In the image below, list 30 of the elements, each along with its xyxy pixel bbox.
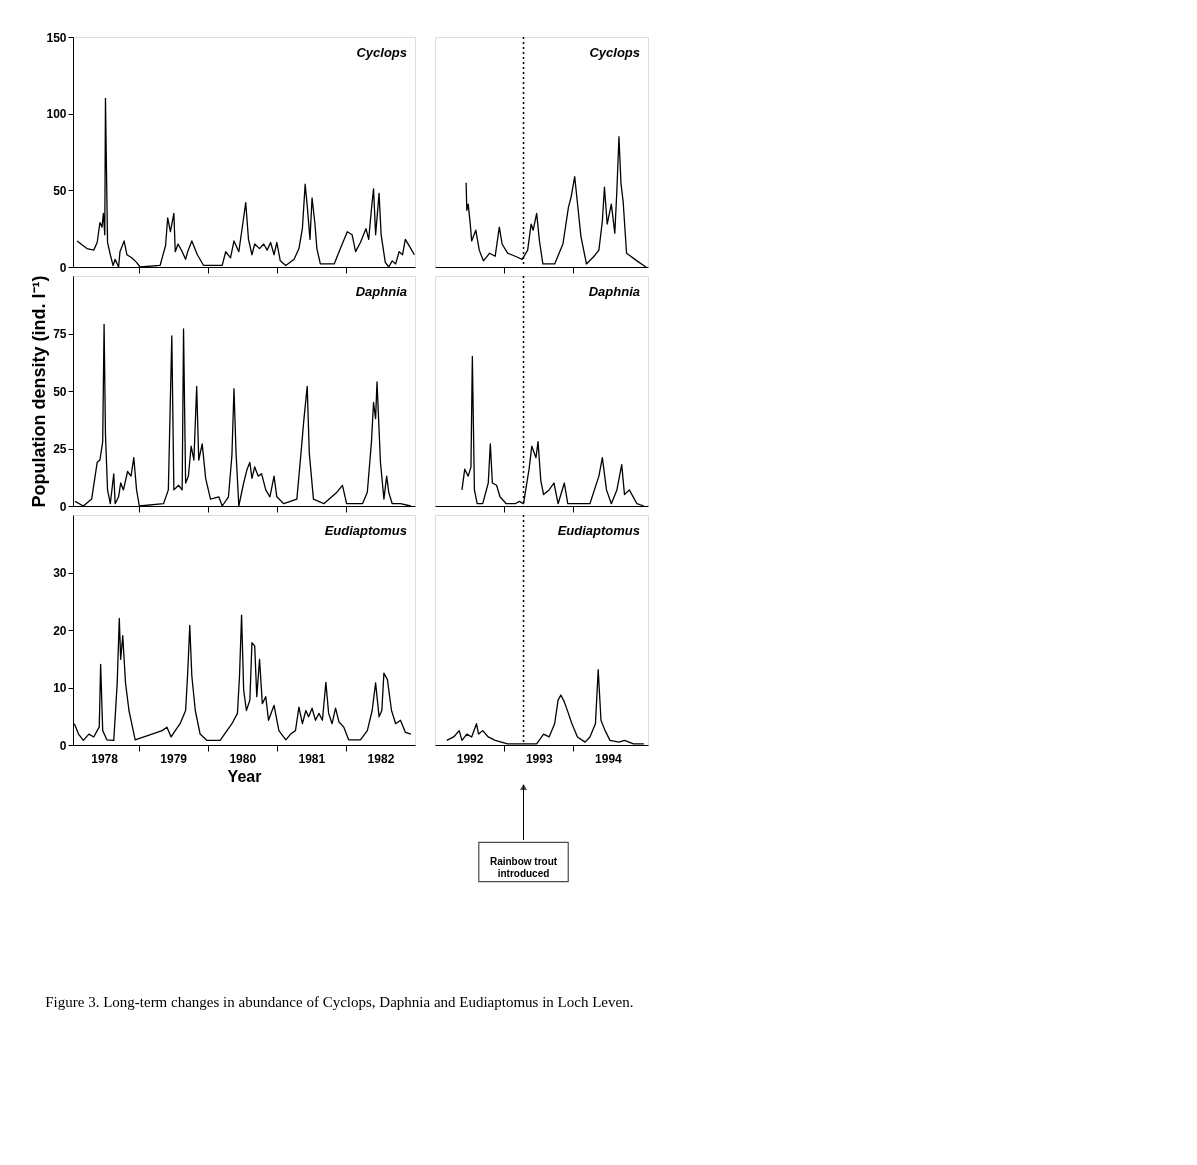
annotation: Daphnia [355, 284, 407, 299]
y-tick-label: 25 [53, 442, 67, 456]
ref-line-label: Rainbow trout introduced [489, 856, 558, 879]
y-tick-label: 30 [53, 566, 67, 580]
caption: Figure 3. Long-term changes in abundance of Cyclops, Daphnia and Eudiaptomus in Loch Leven. [45, 993, 634, 1010]
y-tick-label: 0 [59, 738, 67, 753]
x-tick-label: 1980 [229, 751, 257, 766]
x-tick-label: 1978 [91, 751, 119, 766]
y-tick-label: 20 [53, 623, 67, 638]
y-tick-label: 0 [59, 260, 67, 275]
annotation: Cyclops [356, 45, 407, 60]
annotation: Daphnia [588, 284, 640, 299]
y-tick-label: 50 [53, 384, 67, 399]
y-tick-label: 150 [46, 30, 67, 45]
x-tick-label: 1981 [298, 751, 326, 766]
x-tick-label: 1979 [160, 751, 188, 766]
y-tick-label: 100 [46, 107, 67, 122]
y-tick-label: 10 [53, 681, 67, 695]
x-axis-title: Year [227, 767, 262, 785]
annotation: Eudiaptomus [324, 523, 407, 538]
y-axis-title: Population density (ind. l⁻¹) [29, 275, 50, 508]
y-tick-label: 75 [53, 327, 67, 341]
x-tick-label: 1993 [525, 751, 553, 766]
x-tick-label: 1982 [367, 751, 395, 766]
y-tick-label: 50 [53, 183, 67, 198]
y-tick-label: 0 [59, 499, 67, 514]
annotation: Cyclops [589, 45, 640, 60]
annotation: Eudiaptomus [557, 523, 640, 538]
x-tick-label: 1994 [595, 751, 623, 766]
x-tick-label: 1992 [456, 751, 484, 766]
